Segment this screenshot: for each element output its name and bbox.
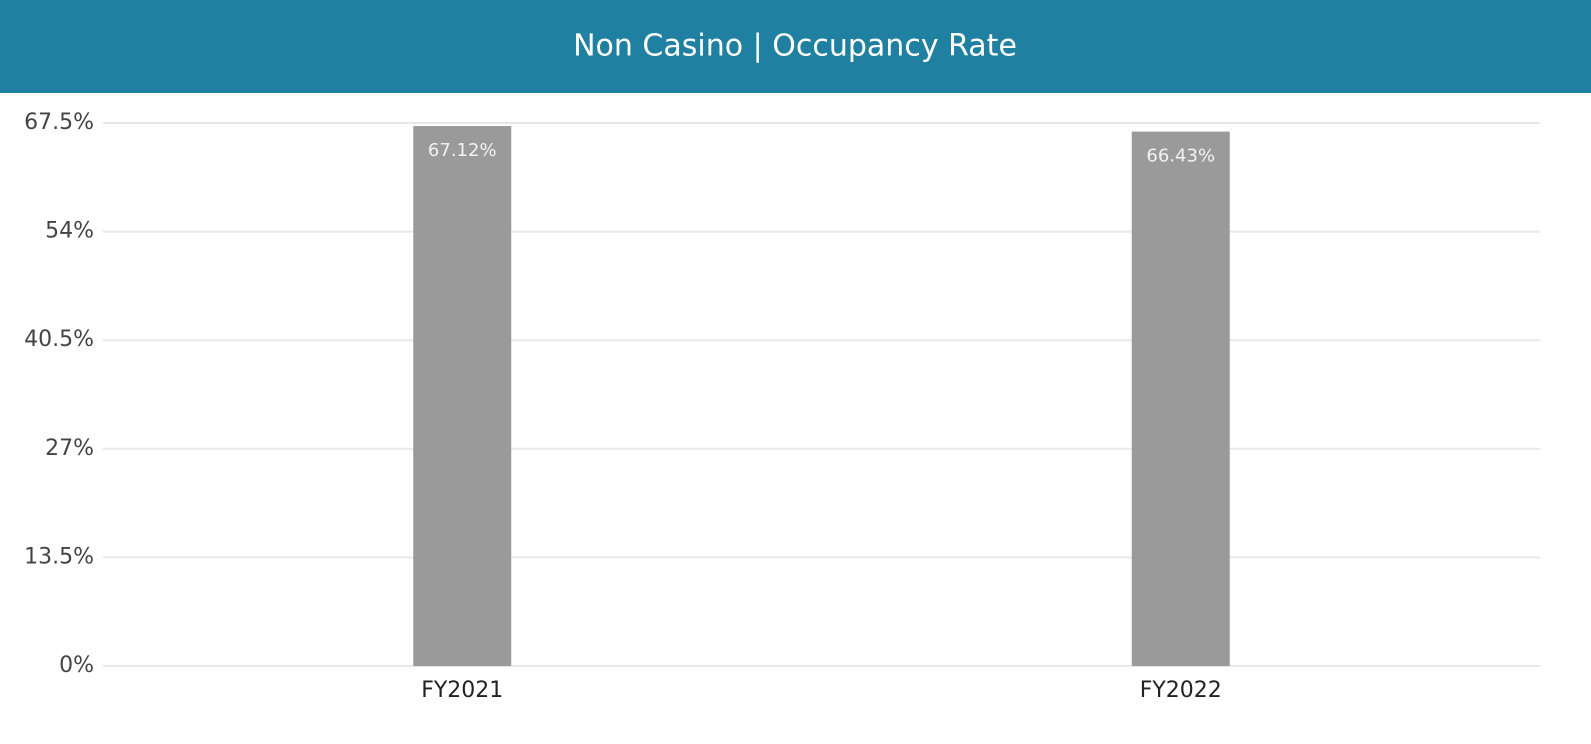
y-tick-label: 54% <box>45 219 94 244</box>
y-tick-label: 0% <box>59 653 94 678</box>
value-label: 66.43% <box>1146 146 1215 167</box>
y-tick-label: 67.5% <box>24 110 94 135</box>
header-bar <box>0 0 1591 93</box>
y-tick-label: 27% <box>45 436 94 461</box>
x-tick-label: FY2022 <box>1140 678 1222 703</box>
bar <box>413 126 512 667</box>
chart-title: Non Casino | Occupancy Rate <box>573 29 1017 64</box>
y-tick-label: 13.5% <box>24 544 94 569</box>
value-label: 67.12% <box>428 140 497 161</box>
x-tick-label: FY2021 <box>421 678 503 703</box>
y-tick-label: 40.5% <box>24 327 94 352</box>
bar <box>1131 131 1230 667</box>
